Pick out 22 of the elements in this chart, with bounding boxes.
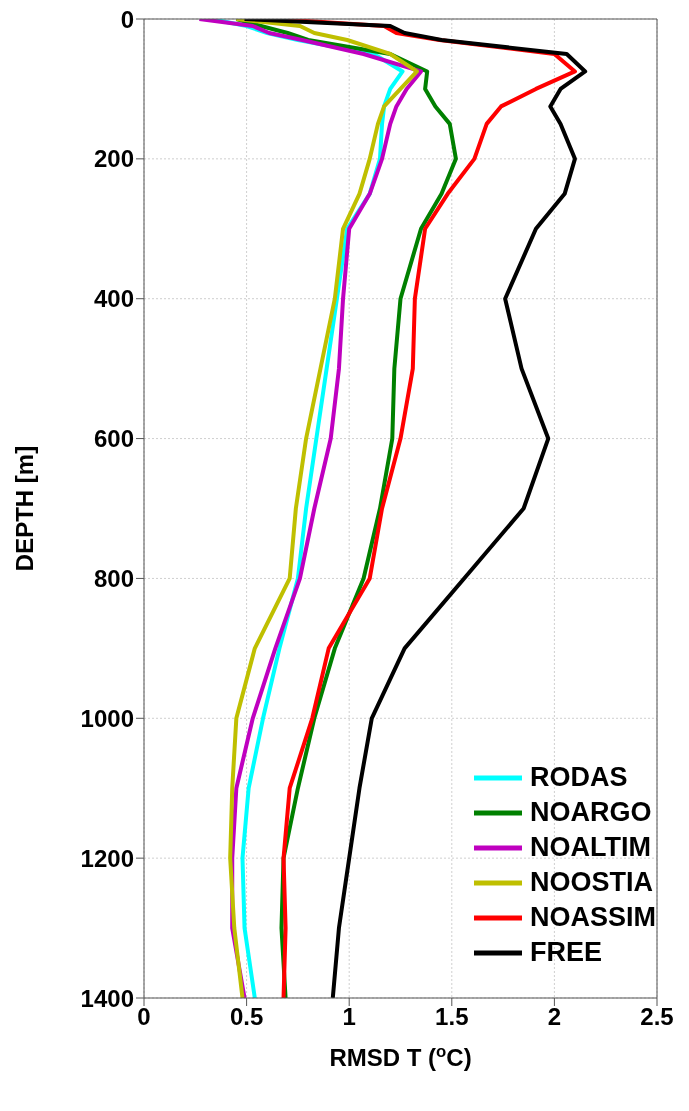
- y-tick-label: 400: [93, 285, 134, 313]
- legend-label: NOASSIM: [529, 902, 656, 933]
- x-tick-label: 1: [342, 1003, 356, 1031]
- legend-label: NOARGO: [529, 797, 652, 828]
- x-axis-title: RMSD T ($^{o}$C): [329, 1041, 472, 1071]
- y-tick-label: 1400: [80, 984, 134, 1012]
- x-tick-label: 2: [547, 1003, 562, 1031]
- legend-label: FREE: [529, 937, 602, 968]
- y-axis-title: DEPTH [m]: [10, 445, 38, 572]
- y-tick-label: 600: [93, 425, 134, 453]
- legend-label: RODAS: [529, 762, 628, 793]
- y-tick-label: 1200: [80, 844, 134, 872]
- legend-label: NOALTIM: [529, 832, 651, 863]
- y-tick-label: 200: [93, 145, 134, 173]
- y-tick-label: 0: [120, 5, 134, 33]
- x-tick-label: 0: [137, 1003, 151, 1031]
- legend-label: NOOSTIA: [529, 867, 653, 898]
- y-tick-label: 1000: [80, 704, 134, 732]
- y-tick-label: 800: [93, 564, 134, 592]
- x-tick-label: 0.5: [229, 1003, 264, 1031]
- x-tick-label: 1.5: [435, 1003, 469, 1031]
- x-tick-label: 2.5: [640, 1003, 674, 1031]
